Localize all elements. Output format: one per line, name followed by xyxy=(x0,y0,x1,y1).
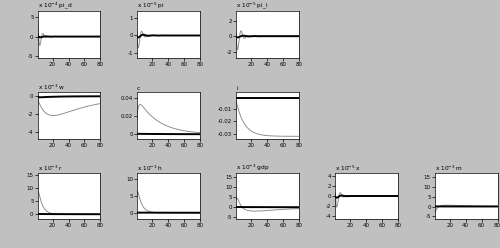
Text: x 10$^{-3}$ m: x 10$^{-3}$ m xyxy=(434,163,463,173)
Text: x 10$^{-5}$ x: x 10$^{-5}$ x xyxy=(336,163,361,173)
Text: x 10$^{-3}$ gdp: x 10$^{-3}$ gdp xyxy=(236,162,270,173)
Text: c: c xyxy=(137,86,140,91)
Text: x 10$^{-3}$ h: x 10$^{-3}$ h xyxy=(137,163,163,173)
Text: x 10$^{-3}$ r: x 10$^{-3}$ r xyxy=(38,163,63,173)
Text: i: i xyxy=(236,86,238,91)
Text: x 10$^{-5}$ pi_i: x 10$^{-5}$ pi_i xyxy=(236,0,268,11)
Text: x 10$^{-5}$ pi: x 10$^{-5}$ pi xyxy=(137,1,164,11)
Text: x 10$^{-4}$ pi_d: x 10$^{-4}$ pi_d xyxy=(38,0,72,11)
Text: x 10$^{-3}$ w: x 10$^{-3}$ w xyxy=(38,83,65,92)
